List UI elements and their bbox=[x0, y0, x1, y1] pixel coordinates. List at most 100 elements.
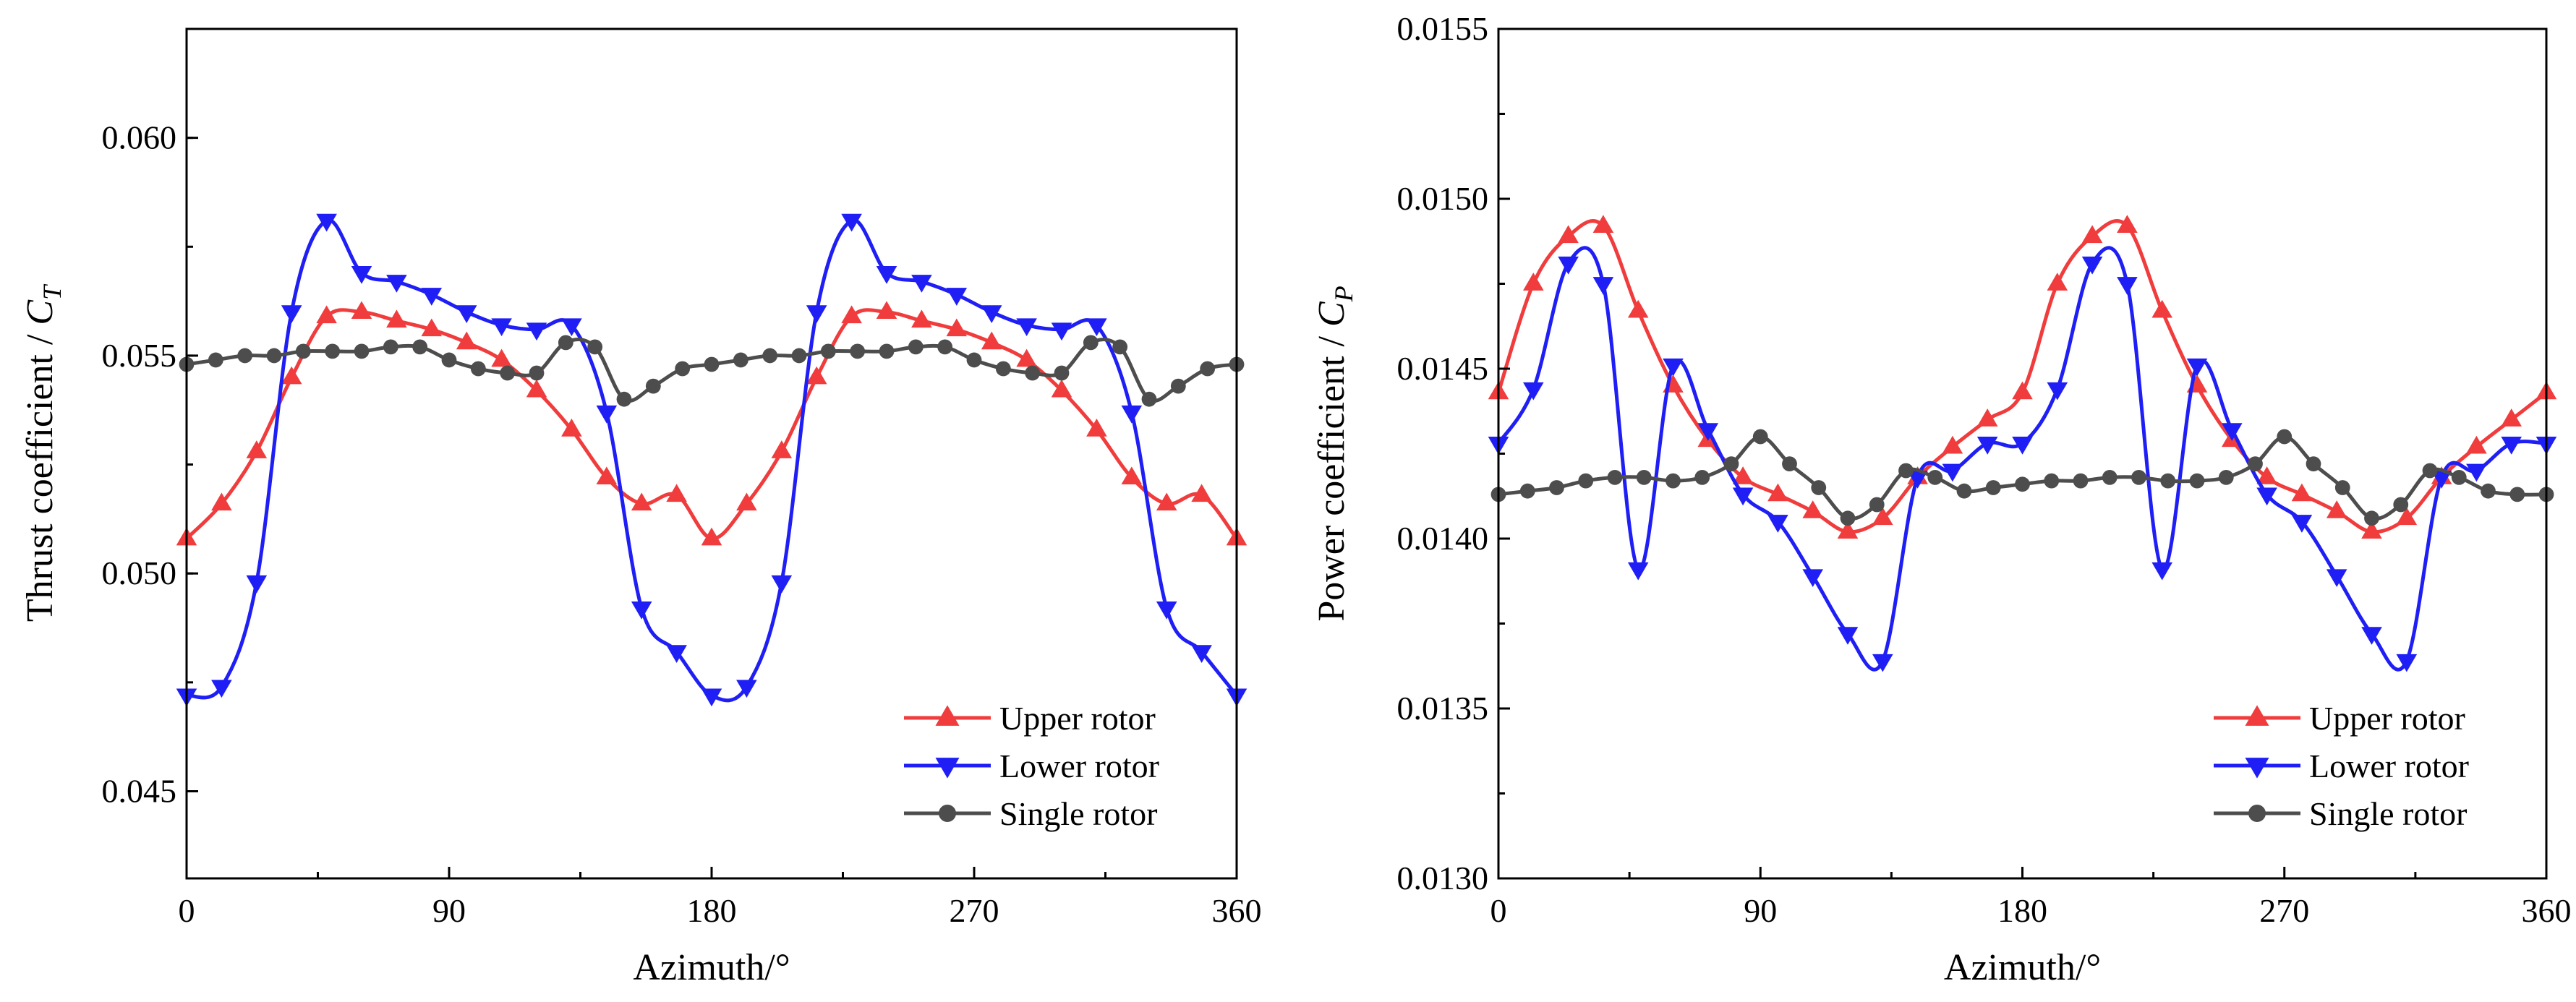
data-point bbox=[211, 680, 232, 698]
data-point bbox=[2073, 473, 2089, 489]
data-point bbox=[2334, 480, 2350, 495]
chart-panel-thrust: 0 90 180 270 360 0.045 0.050 0.055 0.060 Azimuth/… bbox=[20, 27, 1262, 988]
x-tick-label: 0 bbox=[1490, 892, 1507, 929]
data-point bbox=[386, 275, 407, 293]
data-point bbox=[820, 343, 836, 359]
data-point bbox=[1016, 348, 1037, 367]
data-point bbox=[2291, 515, 2313, 533]
data-point bbox=[1607, 470, 1623, 485]
data-point bbox=[2047, 273, 2068, 291]
y-tick-label: 0.0155 bbox=[1397, 10, 1489, 47]
data-point bbox=[1086, 318, 1107, 337]
data-point bbox=[266, 348, 282, 364]
data-point bbox=[526, 322, 547, 341]
legend-marker bbox=[939, 805, 956, 822]
data-point bbox=[937, 339, 953, 355]
data-point bbox=[351, 301, 372, 320]
x-tick-label: 360 bbox=[2522, 892, 2572, 929]
data-point bbox=[1191, 645, 1212, 663]
legend-label: Upper rotor bbox=[999, 700, 1156, 737]
chart-panel-power: 0 90 180 270 360 0.0130 0.0135 0.0140 0.0145 0.01… bbox=[1311, 10, 2572, 988]
data-point bbox=[295, 343, 311, 359]
data-point bbox=[1592, 277, 1614, 295]
data-point bbox=[2326, 500, 2347, 518]
y-axis-label: Power coefficient / CP bbox=[1311, 286, 1358, 621]
data-point bbox=[211, 492, 232, 511]
data-point bbox=[1802, 569, 1823, 588]
y-axis-label-text: Thrust coefficient / bbox=[20, 325, 61, 622]
data-point bbox=[2364, 510, 2379, 526]
data-point bbox=[2131, 470, 2146, 485]
data-point bbox=[281, 366, 302, 385]
data-point bbox=[966, 352, 982, 368]
legend-label: Single rotor bbox=[999, 795, 1157, 832]
data-point bbox=[1523, 273, 1544, 291]
data-point bbox=[2160, 473, 2176, 489]
legend-marker bbox=[935, 758, 960, 779]
x-axis-label: Azimuth/° bbox=[633, 947, 790, 988]
data-point bbox=[806, 305, 827, 323]
data-point bbox=[2396, 654, 2418, 672]
y-tick-label: 0.060 bbox=[102, 119, 177, 156]
data-point bbox=[491, 348, 512, 367]
data-point bbox=[631, 601, 652, 620]
data-point bbox=[645, 378, 661, 394]
data-point bbox=[2117, 215, 2138, 233]
y-tick-label: 0.045 bbox=[102, 772, 177, 809]
data-point bbox=[2501, 408, 2522, 427]
data-point bbox=[2291, 483, 2313, 502]
data-point bbox=[675, 361, 691, 377]
series-line bbox=[185, 308, 1238, 541]
data-point bbox=[1666, 473, 1681, 489]
data-point bbox=[1156, 601, 1177, 620]
data-point bbox=[1872, 654, 1893, 672]
data-point bbox=[1016, 318, 1037, 337]
y-tick-label: 0.0140 bbox=[1397, 520, 1489, 557]
data-point bbox=[841, 213, 862, 232]
data-point bbox=[1782, 456, 1797, 471]
data-point bbox=[325, 343, 341, 359]
data-point bbox=[1025, 365, 1041, 381]
data-point bbox=[2451, 470, 2467, 485]
data-point bbox=[246, 440, 268, 458]
data-point bbox=[2422, 463, 2438, 479]
data-point bbox=[1907, 471, 1928, 489]
legend: Upper rotor Lower rotor Single rotor bbox=[904, 700, 1159, 832]
data-point bbox=[1767, 483, 1788, 502]
data-point bbox=[666, 484, 687, 502]
data-point bbox=[2248, 456, 2263, 471]
series-line bbox=[1496, 246, 2547, 672]
data-point bbox=[995, 361, 1011, 377]
x-tick-label: 90 bbox=[432, 892, 466, 929]
data-point bbox=[208, 352, 223, 368]
data-point bbox=[596, 466, 618, 485]
data-point bbox=[2081, 256, 2103, 275]
data-point bbox=[736, 680, 757, 698]
series-single-rotor bbox=[1490, 429, 2554, 526]
data-point bbox=[733, 352, 749, 368]
data-point bbox=[456, 305, 477, 323]
x-tick-label: 90 bbox=[1744, 892, 1777, 929]
data-point bbox=[1121, 405, 1143, 424]
data-point bbox=[386, 309, 407, 328]
data-point bbox=[1141, 391, 1157, 407]
data-point bbox=[1985, 480, 2001, 495]
data-point bbox=[876, 301, 897, 320]
data-point bbox=[500, 365, 516, 381]
data-point bbox=[587, 339, 603, 355]
data-point bbox=[1200, 361, 1216, 377]
data-point bbox=[908, 339, 924, 355]
data-point bbox=[1837, 521, 1859, 539]
data-point bbox=[2501, 437, 2522, 455]
series-lower-rotor bbox=[1488, 246, 2557, 672]
y-tick-label: 0.050 bbox=[102, 554, 177, 591]
series-single-rotor bbox=[179, 335, 1245, 407]
data-point bbox=[1697, 423, 1719, 441]
data-point bbox=[1086, 419, 1107, 437]
data-point bbox=[791, 348, 807, 364]
legend-label: Single rotor bbox=[2309, 795, 2467, 832]
data-point bbox=[1051, 379, 1072, 398]
x-tick-label: 180 bbox=[687, 892, 737, 929]
data-point bbox=[1627, 299, 1649, 318]
x-tick-label: 360 bbox=[1212, 892, 1262, 929]
